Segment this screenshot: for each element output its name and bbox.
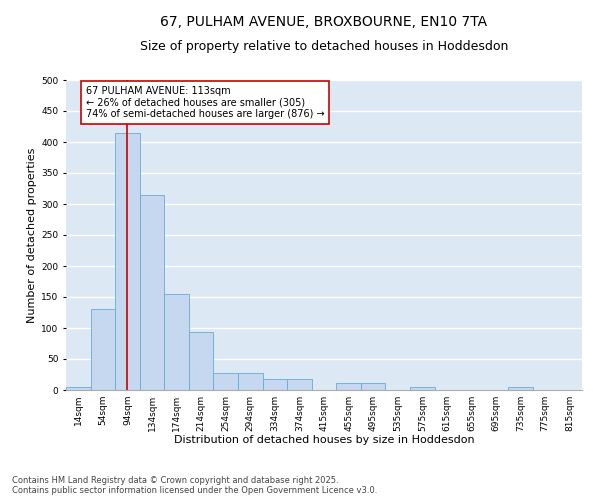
Bar <box>336 382 361 390</box>
Bar <box>263 380 287 390</box>
Bar <box>287 380 312 390</box>
Bar <box>91 310 115 390</box>
Bar <box>238 372 263 390</box>
Y-axis label: Number of detached properties: Number of detached properties <box>27 148 37 322</box>
Bar <box>189 332 214 390</box>
Text: 67 PULHAM AVENUE: 113sqm
← 26% of detached houses are smaller (305)
74% of semi-: 67 PULHAM AVENUE: 113sqm ← 26% of detach… <box>86 86 324 120</box>
Bar <box>508 387 533 390</box>
Bar <box>66 387 91 390</box>
Bar <box>214 372 238 390</box>
Text: Contains HM Land Registry data © Crown copyright and database right 2025.
Contai: Contains HM Land Registry data © Crown c… <box>12 476 377 495</box>
Bar <box>410 387 434 390</box>
Text: 67, PULHAM AVENUE, BROXBOURNE, EN10 7TA: 67, PULHAM AVENUE, BROXBOURNE, EN10 7TA <box>160 15 488 29</box>
Bar <box>164 294 189 390</box>
Text: Size of property relative to detached houses in Hoddesdon: Size of property relative to detached ho… <box>140 40 508 53</box>
Bar <box>115 132 140 390</box>
Bar <box>361 382 385 390</box>
Bar <box>140 194 164 390</box>
X-axis label: Distribution of detached houses by size in Hoddesdon: Distribution of detached houses by size … <box>173 436 475 446</box>
